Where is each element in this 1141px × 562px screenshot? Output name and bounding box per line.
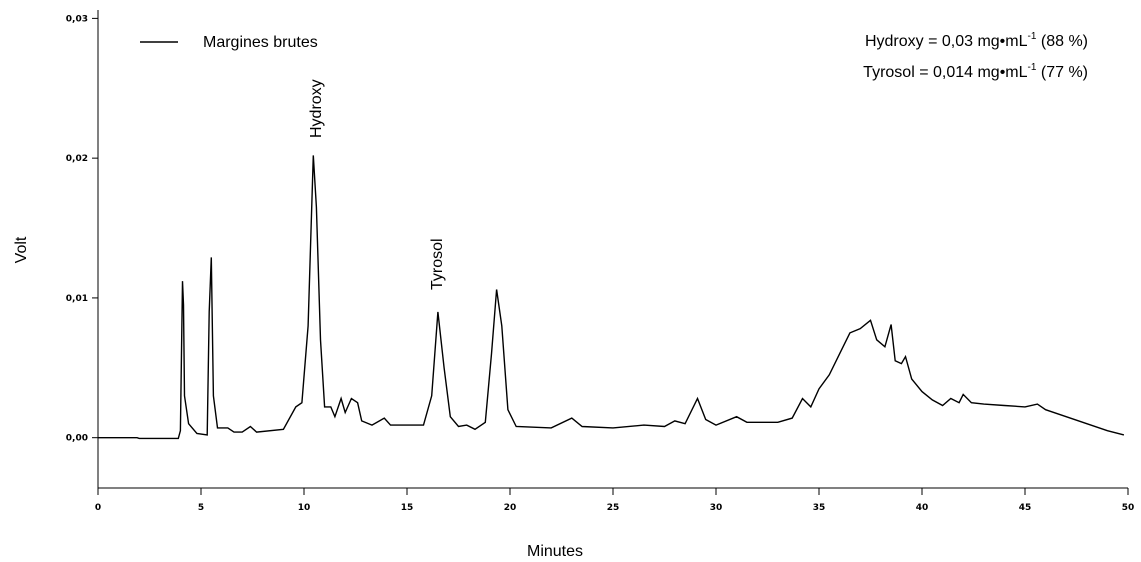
x-tick-label: 50 [1122, 503, 1135, 513]
x-tick-label: 0 [95, 503, 101, 513]
y-axis-label: Volt [13, 236, 30, 263]
x-tick-label: 15 [401, 503, 414, 513]
x-axis-label: Minutes [527, 543, 583, 560]
x-tick-label: 40 [916, 503, 929, 513]
peak-annotation: Tyrosol [429, 238, 446, 290]
y-tick-label: 0,02 [66, 154, 88, 164]
x-tick-label: 45 [1019, 503, 1032, 513]
info-main: Hydroxy = 0,03 mg•mL [865, 33, 1028, 50]
x-tick-label: 10 [298, 503, 311, 513]
y-tick-label: 0,00 [66, 434, 88, 444]
series-line [98, 155, 1125, 440]
info-text: Tyrosol = 0,014 mg•mL-1 (77 %) [863, 62, 1088, 81]
info-main: Tyrosol = 0,014 mg•mL [863, 64, 1027, 81]
x-tick-label: 5 [198, 503, 204, 513]
x-tick-label: 25 [607, 503, 620, 513]
x-tick-label: 35 [813, 503, 826, 513]
info-tail: (88 %) [1036, 33, 1088, 50]
legend-label: Margines brutes [203, 34, 318, 51]
peak-annotation: Hydroxy [308, 79, 325, 138]
info-text: Hydroxy = 0,03 mg•mL-1 (88 %) [865, 31, 1088, 50]
x-tick-label: 20 [504, 503, 517, 513]
y-tick-label: 0,01 [66, 294, 88, 304]
info-sup: -1 [1028, 62, 1037, 73]
y-tick-label: 0,03 [66, 14, 88, 24]
x-tick-label: 30 [710, 503, 723, 513]
info-sup: -1 [1028, 31, 1037, 42]
info-tail: (77 %) [1036, 64, 1088, 81]
